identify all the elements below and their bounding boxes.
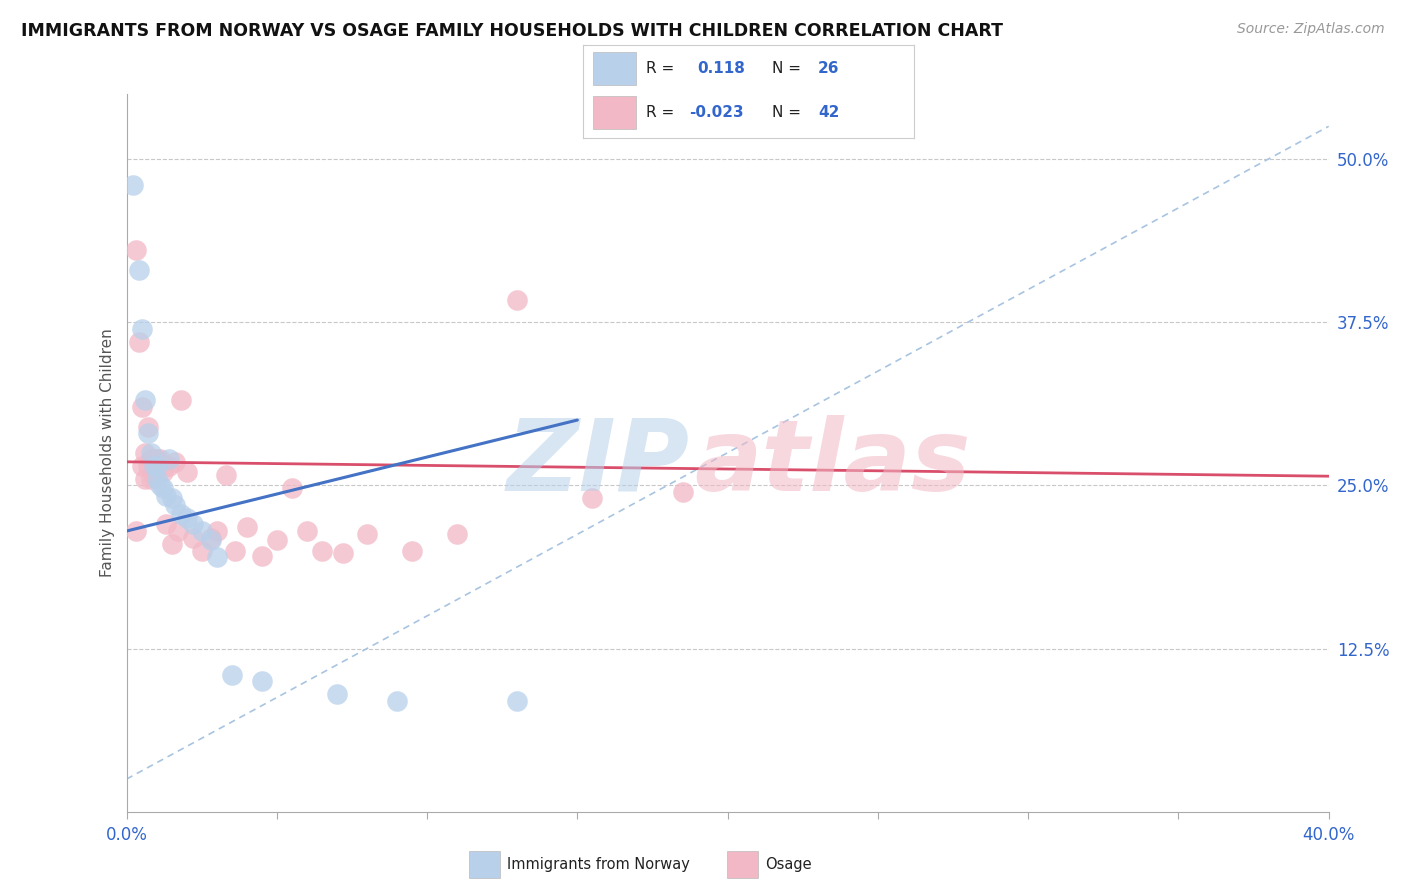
Point bbox=[155, 517, 177, 532]
Point bbox=[128, 334, 150, 349]
Text: R =: R = bbox=[647, 105, 675, 120]
Point bbox=[221, 667, 243, 681]
Point bbox=[139, 472, 162, 486]
Point bbox=[121, 178, 143, 192]
Point bbox=[128, 263, 150, 277]
Point bbox=[166, 524, 188, 538]
Point bbox=[160, 491, 183, 506]
Text: ZIP: ZIP bbox=[506, 415, 689, 512]
Point bbox=[176, 465, 198, 479]
Point bbox=[311, 543, 333, 558]
Point bbox=[142, 467, 165, 482]
Point bbox=[250, 674, 273, 689]
Point bbox=[266, 533, 288, 548]
Point bbox=[136, 419, 159, 434]
Point bbox=[506, 694, 529, 708]
Point bbox=[145, 452, 167, 467]
Point bbox=[169, 507, 191, 521]
Point bbox=[124, 244, 146, 258]
Point bbox=[136, 458, 159, 473]
Bar bbox=[727, 851, 758, 878]
Text: N =: N = bbox=[772, 61, 801, 76]
Point bbox=[581, 491, 603, 506]
Point bbox=[200, 533, 222, 548]
Point bbox=[281, 481, 304, 495]
Y-axis label: Family Households with Children: Family Households with Children bbox=[100, 328, 115, 577]
Point bbox=[181, 517, 204, 532]
Point bbox=[160, 537, 183, 551]
Point bbox=[401, 543, 423, 558]
Point bbox=[446, 526, 468, 541]
Point bbox=[190, 524, 212, 538]
Bar bbox=[593, 96, 637, 129]
Point bbox=[134, 445, 156, 460]
Text: N =: N = bbox=[772, 105, 801, 120]
Point bbox=[131, 458, 153, 473]
Text: IMMIGRANTS FROM NORWAY VS OSAGE FAMILY HOUSEHOLDS WITH CHILDREN CORRELATION CHAR: IMMIGRANTS FROM NORWAY VS OSAGE FAMILY H… bbox=[21, 22, 1002, 40]
Point bbox=[205, 524, 228, 538]
Point bbox=[205, 550, 228, 565]
Point bbox=[157, 452, 180, 467]
Point bbox=[142, 452, 165, 467]
Point bbox=[176, 511, 198, 525]
Text: Source: ZipAtlas.com: Source: ZipAtlas.com bbox=[1237, 22, 1385, 37]
Point bbox=[139, 445, 162, 460]
Point bbox=[155, 489, 177, 503]
Point bbox=[134, 472, 156, 486]
Point bbox=[163, 455, 186, 469]
Point bbox=[157, 458, 180, 473]
Point bbox=[136, 426, 159, 441]
Bar bbox=[468, 851, 501, 878]
Point bbox=[131, 321, 153, 335]
Point bbox=[295, 524, 318, 538]
Point bbox=[152, 481, 174, 495]
Point bbox=[149, 478, 172, 492]
Point bbox=[385, 694, 408, 708]
Bar bbox=[593, 52, 637, 85]
Point bbox=[224, 543, 246, 558]
Text: 26: 26 bbox=[818, 61, 839, 76]
Point bbox=[671, 484, 693, 499]
Point bbox=[145, 472, 167, 486]
Point bbox=[356, 526, 378, 541]
Point bbox=[169, 393, 191, 408]
Point bbox=[152, 465, 174, 479]
Point bbox=[250, 549, 273, 563]
Point bbox=[134, 393, 156, 408]
Text: 0.118: 0.118 bbox=[697, 61, 745, 76]
Text: Immigrants from Norway: Immigrants from Norway bbox=[508, 857, 690, 871]
Point bbox=[142, 458, 165, 473]
Point bbox=[149, 452, 172, 467]
Point bbox=[124, 524, 146, 538]
Point bbox=[139, 452, 162, 467]
Point bbox=[332, 546, 354, 560]
Text: 42: 42 bbox=[818, 105, 839, 120]
Text: atlas: atlas bbox=[695, 415, 970, 512]
Point bbox=[200, 531, 222, 545]
Point bbox=[235, 520, 259, 534]
Text: -0.023: -0.023 bbox=[689, 105, 744, 120]
Point bbox=[326, 687, 349, 701]
Point bbox=[215, 467, 238, 482]
Text: Osage: Osage bbox=[765, 857, 811, 871]
Text: R =: R = bbox=[647, 61, 675, 76]
Point bbox=[145, 458, 167, 473]
Point bbox=[181, 531, 204, 545]
Point bbox=[163, 498, 186, 512]
Point bbox=[131, 400, 153, 414]
Point bbox=[190, 543, 212, 558]
Point bbox=[506, 293, 529, 307]
